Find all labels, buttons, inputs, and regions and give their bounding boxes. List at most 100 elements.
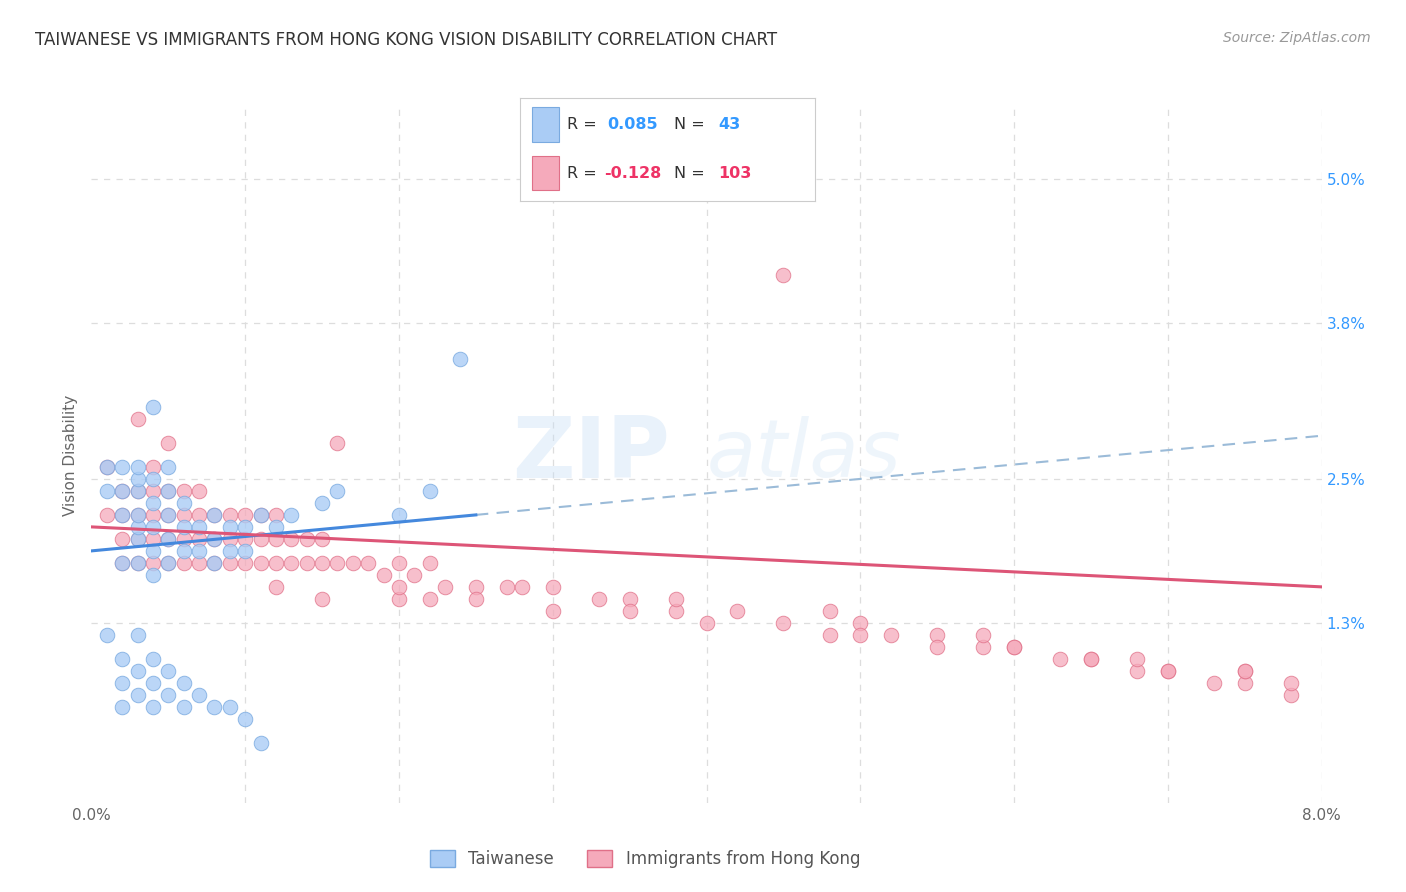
Point bbox=[157, 508, 180, 522]
Point bbox=[173, 508, 195, 522]
Point bbox=[157, 532, 180, 546]
Point bbox=[188, 532, 211, 546]
Point bbox=[127, 508, 149, 522]
Point bbox=[96, 459, 118, 474]
Point bbox=[111, 699, 134, 714]
Point bbox=[1080, 652, 1102, 666]
Point bbox=[373, 567, 395, 582]
Point bbox=[111, 508, 134, 522]
Point bbox=[188, 544, 211, 558]
Point bbox=[326, 556, 349, 570]
Point bbox=[1279, 688, 1302, 702]
Point bbox=[927, 628, 949, 642]
Point bbox=[927, 640, 949, 654]
Point bbox=[157, 459, 180, 474]
Point bbox=[142, 699, 165, 714]
Point bbox=[510, 580, 533, 594]
Legend: Taiwanese, Immigrants from Hong Kong: Taiwanese, Immigrants from Hong Kong bbox=[423, 843, 866, 874]
Point bbox=[311, 532, 333, 546]
Point bbox=[280, 556, 302, 570]
Point bbox=[173, 676, 195, 690]
Point bbox=[1202, 676, 1225, 690]
Point bbox=[111, 556, 134, 570]
Bar bbox=[531, 155, 558, 190]
Point bbox=[449, 351, 471, 366]
Point bbox=[772, 615, 794, 630]
Point bbox=[495, 580, 517, 594]
Point bbox=[202, 532, 225, 546]
Point bbox=[127, 628, 149, 642]
Point bbox=[127, 688, 149, 702]
Text: R =: R = bbox=[568, 166, 602, 180]
Point bbox=[1279, 676, 1302, 690]
Point bbox=[111, 459, 134, 474]
Point bbox=[264, 520, 287, 534]
Point bbox=[464, 591, 486, 606]
Point bbox=[818, 604, 841, 618]
Point bbox=[202, 699, 225, 714]
Point bbox=[142, 459, 165, 474]
Point bbox=[127, 412, 149, 426]
Text: N =: N = bbox=[673, 166, 710, 180]
Point bbox=[188, 508, 211, 522]
Point bbox=[127, 483, 149, 498]
Point bbox=[264, 556, 287, 570]
Point bbox=[188, 556, 211, 570]
Point bbox=[1233, 664, 1256, 678]
Point bbox=[233, 520, 256, 534]
Point bbox=[1126, 652, 1149, 666]
Point bbox=[311, 591, 333, 606]
Point bbox=[311, 496, 333, 510]
Point bbox=[434, 580, 457, 594]
Text: Source: ZipAtlas.com: Source: ZipAtlas.com bbox=[1223, 31, 1371, 45]
Point bbox=[249, 736, 271, 750]
Point bbox=[280, 532, 302, 546]
Point bbox=[157, 436, 180, 450]
Point bbox=[249, 532, 271, 546]
Point bbox=[218, 520, 240, 534]
Point bbox=[695, 615, 717, 630]
Point bbox=[173, 544, 195, 558]
Point bbox=[142, 652, 165, 666]
Point bbox=[111, 676, 134, 690]
Point bbox=[1233, 664, 1256, 678]
Point bbox=[357, 556, 380, 570]
Point bbox=[142, 544, 165, 558]
Point bbox=[157, 483, 180, 498]
Point bbox=[202, 556, 225, 570]
Point bbox=[249, 556, 271, 570]
Point bbox=[326, 436, 349, 450]
Point bbox=[218, 544, 240, 558]
Point bbox=[772, 268, 794, 282]
Point bbox=[173, 699, 195, 714]
Point bbox=[127, 472, 149, 486]
Point bbox=[142, 532, 165, 546]
Point bbox=[188, 520, 211, 534]
Point bbox=[202, 556, 225, 570]
Point bbox=[127, 520, 149, 534]
Point bbox=[157, 556, 180, 570]
Point bbox=[127, 556, 149, 570]
Point bbox=[880, 628, 903, 642]
Text: ZIP: ZIP bbox=[512, 413, 669, 497]
Point bbox=[264, 580, 287, 594]
Point bbox=[972, 628, 994, 642]
Point bbox=[218, 508, 240, 522]
Point bbox=[111, 483, 134, 498]
Point bbox=[127, 508, 149, 522]
Point bbox=[157, 483, 180, 498]
Point bbox=[725, 604, 748, 618]
Point bbox=[1002, 640, 1025, 654]
Point bbox=[388, 508, 411, 522]
Point bbox=[188, 483, 211, 498]
Point bbox=[388, 580, 411, 594]
Point bbox=[157, 688, 180, 702]
Point bbox=[419, 556, 441, 570]
Point bbox=[173, 556, 195, 570]
Point bbox=[111, 483, 134, 498]
Point bbox=[157, 664, 180, 678]
Point bbox=[588, 591, 610, 606]
Point bbox=[173, 483, 195, 498]
Point bbox=[127, 556, 149, 570]
Point bbox=[264, 532, 287, 546]
